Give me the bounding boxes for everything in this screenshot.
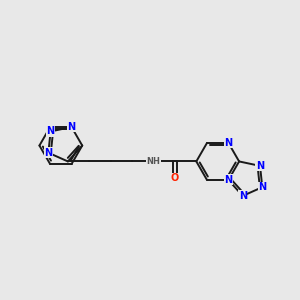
Text: N: N [46, 127, 55, 136]
Text: NH: NH [147, 157, 160, 166]
Text: N: N [256, 161, 264, 171]
Text: N: N [68, 122, 76, 132]
Text: O: O [171, 173, 179, 183]
Text: N: N [258, 182, 266, 192]
Text: N: N [239, 191, 247, 201]
Text: N: N [224, 138, 232, 148]
Text: N: N [44, 148, 52, 158]
Text: N: N [224, 175, 232, 185]
